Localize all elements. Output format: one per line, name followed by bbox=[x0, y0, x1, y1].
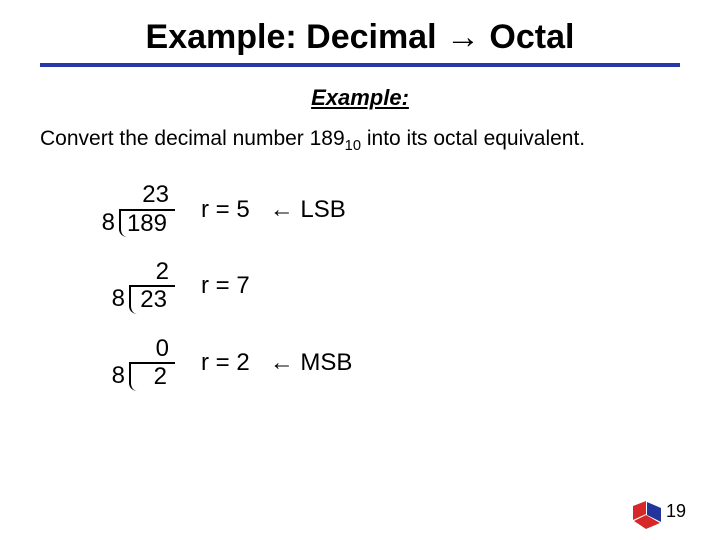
quotient: 23 bbox=[142, 182, 175, 208]
divisor: 8 bbox=[102, 210, 119, 236]
work-area: 23 8 189 r = 5 ← LSB 2 8 23 r = 7 bbox=[40, 182, 680, 390]
long-division: 0 8 2 bbox=[80, 336, 175, 391]
remainder: r = 5 bbox=[201, 196, 250, 224]
long-division: 2 8 23 bbox=[80, 259, 175, 314]
divisor: 8 bbox=[112, 363, 129, 389]
quotient: 0 bbox=[156, 336, 175, 362]
page-number: 19 bbox=[666, 501, 686, 522]
problem-statement: Convert the decimal number 18910 into it… bbox=[40, 127, 680, 154]
division-step: 23 8 189 r = 5 ← LSB bbox=[80, 182, 680, 237]
division-step: 0 8 2 r = 2 ← MSB bbox=[80, 336, 680, 391]
divisor: 8 bbox=[112, 286, 129, 312]
long-division: 23 8 189 bbox=[80, 182, 175, 237]
remainder: r = 2 bbox=[201, 349, 250, 377]
remainder: r = 7 bbox=[201, 272, 250, 300]
quotient: 2 bbox=[156, 259, 175, 285]
dividend: 189 bbox=[119, 209, 175, 237]
pltw-logo-icon bbox=[632, 500, 662, 530]
title-underline bbox=[40, 63, 680, 67]
example-label: Example: bbox=[40, 85, 680, 111]
lsb-note: ← LSB bbox=[270, 196, 346, 224]
msb-note: ← MSB bbox=[270, 349, 353, 377]
slide-title: Example: Decimal → Octal bbox=[40, 18, 680, 63]
dividend: 23 bbox=[129, 285, 175, 313]
division-step: 2 8 23 r = 7 bbox=[80, 259, 680, 314]
dividend: 2 bbox=[129, 362, 175, 390]
